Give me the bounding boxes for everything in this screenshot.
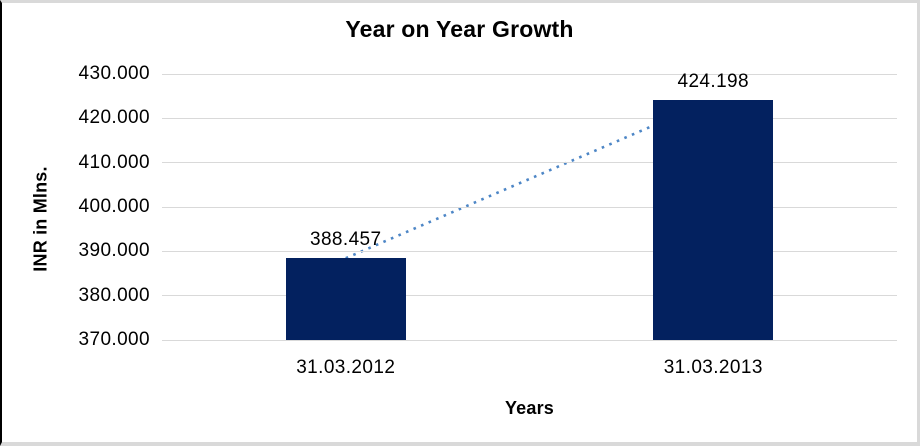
gridline	[162, 73, 897, 75]
gridline	[162, 339, 897, 341]
y-tick-label: 400.000	[78, 196, 150, 217]
bar-31.03.2012	[285, 258, 406, 340]
y-tick-label: 370.000	[78, 329, 150, 350]
y-tick-label: 420.000	[78, 107, 150, 129]
y-tick-label: 380.000	[78, 284, 150, 306]
gridline	[162, 295, 897, 297]
x-axis-title: Years	[504, 398, 555, 418]
gridline	[162, 250, 897, 252]
y-tick-label: 390.000	[78, 240, 150, 262]
x-tick-label: 31.03.2012	[296, 357, 396, 378]
data-label: 424.198	[677, 70, 749, 92]
data-label: 388.457	[310, 229, 382, 251]
plot-area	[162, 73, 897, 341]
y-tick-label: 430.000	[78, 63, 150, 84]
y-tick-label: 410.000	[78, 151, 150, 173]
gridline	[162, 117, 897, 119]
gridline	[162, 206, 897, 208]
x-tick-label: 31.03.2013	[663, 357, 763, 378]
bar-31.03.2013	[653, 99, 774, 340]
gridline	[162, 162, 897, 164]
chart-title: Year on Year Growth	[345, 16, 574, 42]
